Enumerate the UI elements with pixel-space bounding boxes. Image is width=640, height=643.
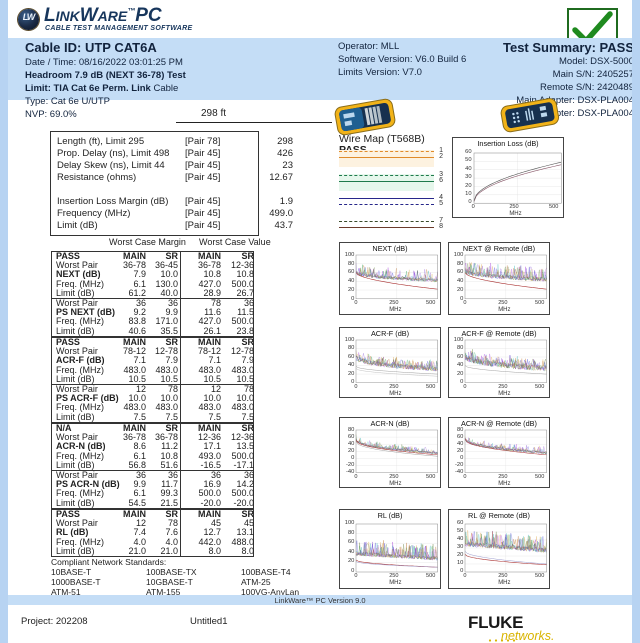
svg-text:networks.: networks. [501, 629, 555, 643]
